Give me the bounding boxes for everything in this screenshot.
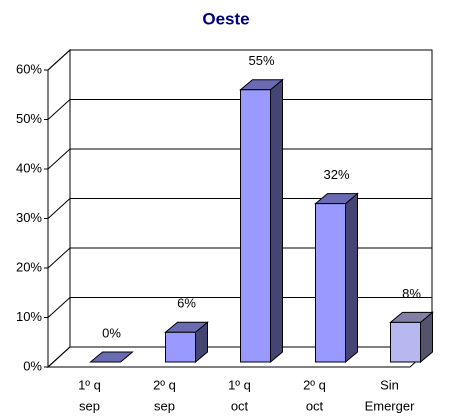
bar: [390, 321, 421, 363]
y-tick-label: 10%: [16, 309, 42, 324]
x-tick-label: 1º q: [78, 377, 101, 392]
data-label: 6%: [177, 296, 196, 311]
y-tick-label: 0%: [23, 358, 42, 373]
grid-line: [47, 297, 71, 318]
bar: [315, 203, 346, 363]
x-tick-label: 1º q: [228, 377, 251, 392]
data-label: 55%: [248, 53, 274, 68]
y-tick-label: 60%: [16, 61, 42, 76]
data-label: 32%: [323, 167, 349, 182]
grid-line: [47, 148, 71, 170]
bar-side: [345, 192, 358, 364]
grid-line: [47, 346, 71, 368]
bar: [165, 331, 196, 363]
x-tick-label: sep: [79, 398, 100, 413]
x-tick-label: Emerger: [365, 398, 416, 413]
bar-side: [270, 78, 283, 364]
grid-line: [47, 49, 71, 71]
grid-line: [47, 99, 71, 120]
y-tick-label: 40%: [16, 160, 42, 175]
x-tick-label: sep: [154, 398, 175, 413]
y-tick-label: 20%: [16, 259, 42, 274]
x-tick-label: 2º q: [303, 377, 326, 392]
x-tick-label: Sin: [380, 377, 399, 392]
y-tick-label: 30%: [16, 210, 42, 225]
bar-top: [89, 351, 134, 363]
x-tick-label: 2º q: [153, 377, 176, 392]
data-label: 8%: [402, 286, 421, 301]
y-tick-label: 50%: [16, 111, 42, 126]
x-tick-label: oct: [306, 398, 324, 413]
grid-line: [47, 247, 71, 269]
grid-line: [47, 198, 71, 219]
bar: [240, 89, 271, 363]
chart-title: Oeste: [202, 9, 249, 28]
x-tick-label: oct: [231, 398, 249, 413]
data-label: 0%: [102, 325, 121, 340]
